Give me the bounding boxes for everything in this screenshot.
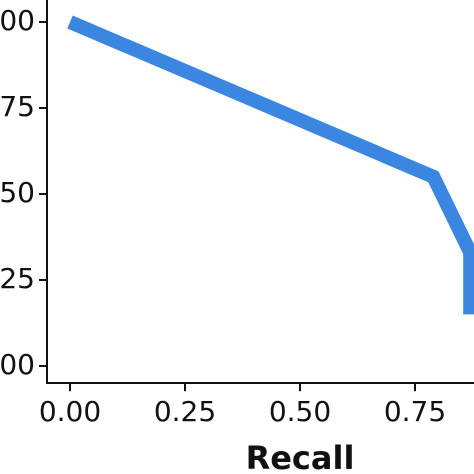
y-tick-label: 1.00 <box>0 4 35 37</box>
y-tick-label: 0.00 <box>0 348 35 381</box>
y-tick-label: 0.75 <box>0 90 35 123</box>
x-tick-label: 0.75 <box>384 395 446 428</box>
x-tick-label: 0.50 <box>269 395 331 428</box>
y-tick-label: 0.25 <box>0 262 35 295</box>
curve <box>67 15 474 315</box>
x-tick-label: 0.25 <box>154 395 216 428</box>
y-tick-label: 0.50 <box>0 176 35 209</box>
x-axis-label: Recall <box>246 439 355 474</box>
x-tick-label: 0.00 <box>39 395 101 428</box>
